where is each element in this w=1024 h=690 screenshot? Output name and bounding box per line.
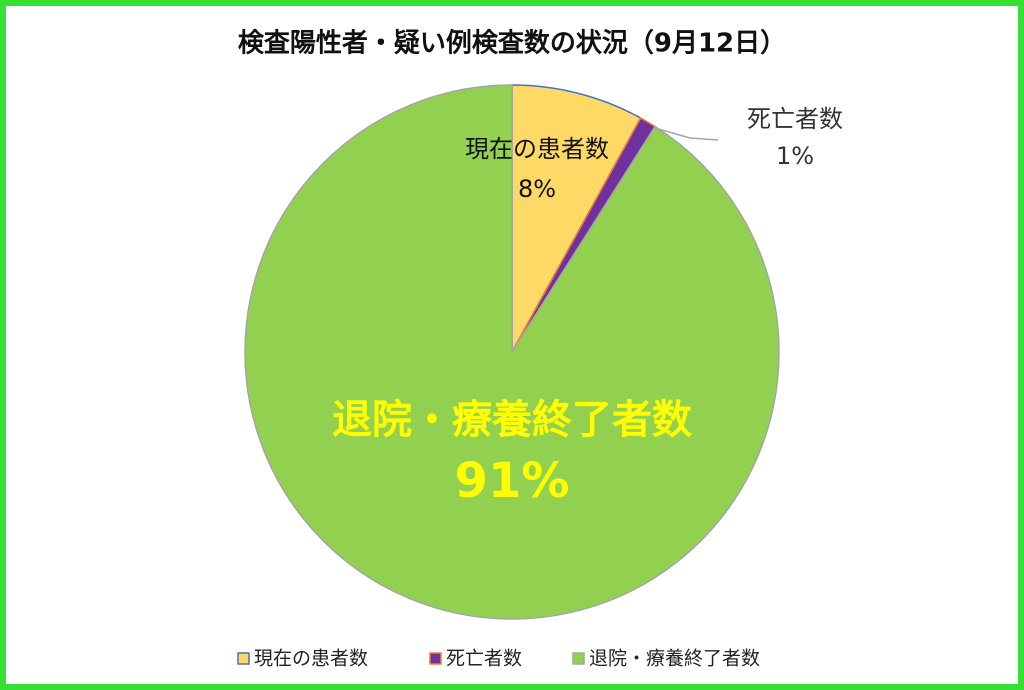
legend-swatch bbox=[572, 652, 585, 665]
data-label-value: 91% bbox=[455, 453, 570, 509]
data-label-value: 1% bbox=[776, 142, 814, 170]
chart-title: 検査陽性者・疑い例検査数の状況（9月12日） bbox=[238, 29, 786, 59]
data-label-name: 退院・療養終了者数 bbox=[332, 397, 692, 443]
data-label-name: 死亡者数 bbox=[747, 105, 843, 133]
legend-label: 死亡者数 bbox=[446, 648, 522, 670]
legend-label: 現在の患者数 bbox=[254, 648, 368, 670]
legend-swatch bbox=[429, 652, 442, 665]
pie-slice bbox=[511, 84, 642, 353]
data-label-value: 8% bbox=[518, 175, 556, 203]
pie-slice bbox=[244, 84, 780, 620]
leader-line bbox=[654, 127, 719, 141]
legend-label: 退院・療養終了者数 bbox=[589, 648, 760, 670]
legend-swatch bbox=[237, 652, 250, 665]
data-label-name: 現在の患者数 bbox=[465, 135, 609, 163]
